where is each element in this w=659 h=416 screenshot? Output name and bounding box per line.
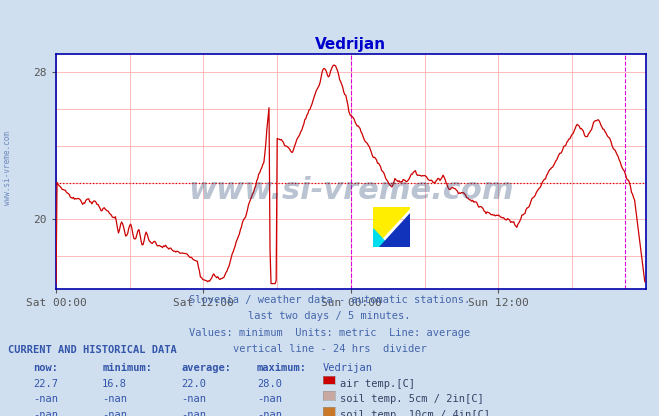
Polygon shape — [379, 213, 410, 247]
Text: 22.7: 22.7 — [33, 379, 58, 389]
Text: soil temp. 10cm / 4in[C]: soil temp. 10cm / 4in[C] — [340, 410, 490, 416]
Text: now:: now: — [33, 363, 58, 373]
Text: 16.8: 16.8 — [102, 379, 127, 389]
Text: Vedrijan: Vedrijan — [323, 363, 373, 373]
Text: -nan: -nan — [102, 394, 127, 404]
Text: last two days / 5 minutes.: last two days / 5 minutes. — [248, 311, 411, 321]
Text: soil temp. 5cm / 2in[C]: soil temp. 5cm / 2in[C] — [340, 394, 484, 404]
Text: -nan: -nan — [33, 410, 58, 416]
Text: CURRENT AND HISTORICAL DATA: CURRENT AND HISTORICAL DATA — [8, 345, 177, 355]
Text: www.si-vreme.com: www.si-vreme.com — [188, 176, 514, 205]
Text: -nan: -nan — [257, 394, 282, 404]
Title: Vedrijan: Vedrijan — [316, 37, 386, 52]
Text: average:: average: — [181, 363, 231, 373]
Text: -nan: -nan — [181, 410, 206, 416]
Text: -nan: -nan — [33, 394, 58, 404]
Text: Slovenia / weather data - automatic stations.: Slovenia / weather data - automatic stat… — [189, 295, 470, 305]
Text: maximum:: maximum: — [257, 363, 307, 373]
Text: air temp.[C]: air temp.[C] — [340, 379, 415, 389]
Polygon shape — [374, 229, 389, 247]
Text: -nan: -nan — [181, 394, 206, 404]
Text: 22.0: 22.0 — [181, 379, 206, 389]
Text: Values: minimum  Units: metric  Line: average: Values: minimum Units: metric Line: aver… — [189, 328, 470, 338]
Text: minimum:: minimum: — [102, 363, 152, 373]
Text: www.si-vreme.com: www.si-vreme.com — [3, 131, 13, 206]
Text: -nan: -nan — [102, 410, 127, 416]
Text: -nan: -nan — [257, 410, 282, 416]
Text: 28.0: 28.0 — [257, 379, 282, 389]
Polygon shape — [374, 207, 410, 247]
Text: vertical line - 24 hrs  divider: vertical line - 24 hrs divider — [233, 344, 426, 354]
